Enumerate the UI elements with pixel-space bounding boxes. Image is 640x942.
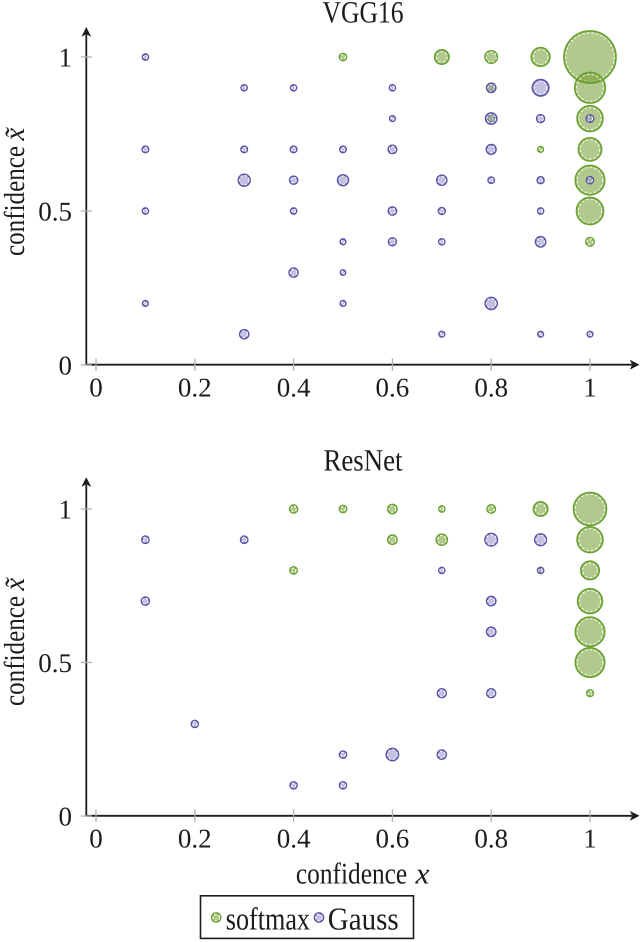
svg-text:softmax: softmax — [226, 900, 310, 936]
svg-text:0.5: 0.5 — [38, 196, 72, 226]
svg-text:Gauss: Gauss — [328, 900, 399, 936]
svg-text:x̃: x̃ — [0, 127, 31, 142]
svg-text:x: x — [414, 857, 430, 890]
svg-text:0.8: 0.8 — [474, 373, 508, 403]
svg-text:1: 1 — [583, 373, 597, 403]
svg-text:0.2: 0.2 — [178, 824, 212, 854]
svg-text:confidence: confidence — [296, 857, 407, 890]
svg-text:0.4: 0.4 — [277, 373, 311, 403]
svg-text:0: 0 — [89, 373, 103, 403]
svg-text:0.6: 0.6 — [376, 373, 410, 403]
svg-text:0: 0 — [59, 801, 73, 831]
svg-text:1: 1 — [583, 824, 597, 854]
svg-text:0: 0 — [59, 350, 73, 380]
svg-text:VGG16: VGG16 — [323, 0, 404, 29]
svg-text:0.5: 0.5 — [38, 648, 72, 678]
svg-text:1: 1 — [59, 42, 73, 72]
svg-text:1: 1 — [59, 494, 73, 524]
svg-text:confidence: confidence — [0, 146, 31, 256]
svg-text:confidence: confidence — [0, 596, 31, 706]
svg-text:0.8: 0.8 — [474, 824, 508, 854]
svg-text:x̃: x̃ — [0, 577, 31, 592]
svg-text:0.2: 0.2 — [178, 373, 212, 403]
svg-text:0: 0 — [89, 824, 103, 854]
svg-text:0.6: 0.6 — [376, 824, 410, 854]
svg-text:ResNet: ResNet — [324, 443, 403, 478]
svg-text:0.4: 0.4 — [277, 824, 311, 854]
